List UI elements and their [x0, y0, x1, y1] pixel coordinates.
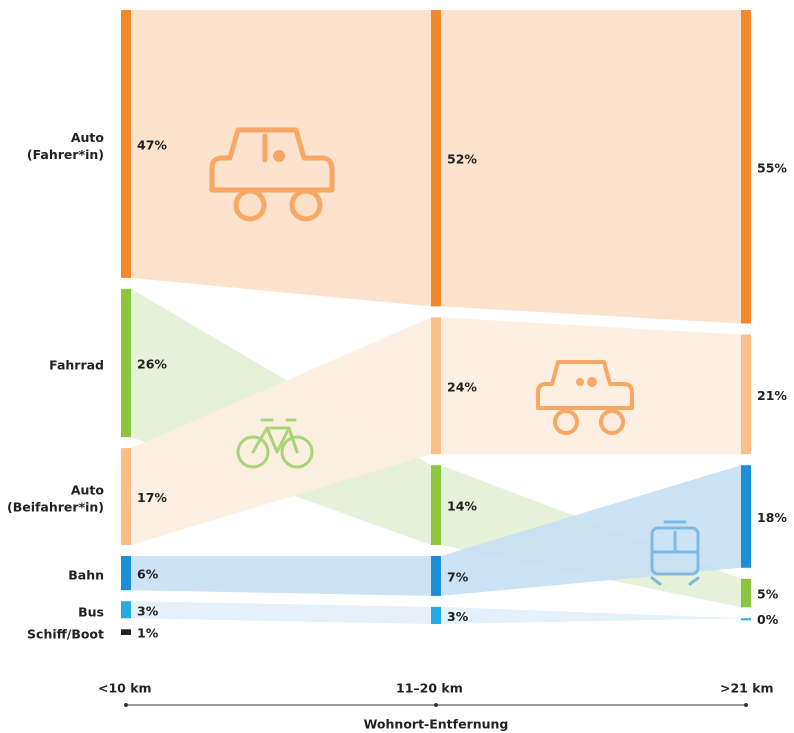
bar	[741, 578, 751, 608]
car-icon	[209, 127, 335, 222]
flow	[441, 10, 741, 324]
value-label: 0%	[757, 612, 779, 627]
legend-label: Auto	[71, 130, 105, 145]
legend-label: Bahn	[68, 568, 104, 583]
legend-label: Auto	[71, 483, 105, 498]
x-axis-title: Wohnort-Entfernung	[364, 717, 509, 732]
value-label: 26%	[137, 357, 167, 372]
value-label: 24%	[447, 379, 477, 394]
bar	[431, 556, 441, 596]
value-label: 7%	[447, 569, 469, 584]
bar	[431, 606, 441, 624]
value-label: 21%	[757, 388, 787, 403]
flows	[131, 10, 741, 624]
icons	[209, 127, 700, 586]
marks: 47% Auto (Fahrer*in) 52% 55% 26% Fahrrad 14% 5% 1…	[7, 10, 787, 642]
legend-label: (Beifahrer*in)	[7, 500, 104, 515]
bar	[431, 317, 441, 455]
value-label: 14%	[447, 499, 477, 514]
bar	[741, 334, 751, 455]
value-label: 5%	[757, 587, 779, 602]
value-label: 1%	[137, 626, 159, 641]
bar	[121, 601, 131, 619]
legend-label: Bus	[78, 604, 104, 619]
train-icon	[650, 520, 700, 586]
bar	[121, 629, 131, 635]
bar	[121, 288, 131, 438]
bar	[741, 465, 751, 568]
bar	[741, 10, 751, 324]
value-label: 55%	[757, 160, 787, 175]
bike-icon	[236, 418, 314, 469]
flow	[131, 601, 431, 624]
value-label: 3%	[447, 609, 469, 624]
legend-label: Fahrrad	[49, 358, 104, 373]
bar	[431, 10, 441, 307]
flow	[131, 317, 431, 545]
value-label: 6%	[137, 567, 159, 582]
x-tick-label: >21 km	[720, 681, 774, 696]
legend-label: Schiff/Boot	[27, 627, 104, 642]
flow	[441, 465, 741, 596]
axis-dot	[434, 703, 438, 707]
value-label: 18%	[757, 510, 787, 525]
value-label: 3%	[137, 603, 159, 618]
x-tick-label: 11–20 km	[396, 681, 463, 696]
bar	[121, 556, 131, 591]
value-label: 47%	[137, 137, 167, 152]
x-tick-label: <10 km	[98, 681, 152, 696]
legend-label: (Fahrer*in)	[27, 147, 104, 162]
flow	[441, 606, 741, 624]
value-label: 17%	[137, 490, 167, 505]
axis-dot	[124, 703, 128, 707]
car-icon-small	[536, 360, 634, 435]
bar	[741, 618, 751, 621]
flow	[131, 556, 431, 596]
value-label: 52%	[447, 152, 477, 167]
axis-dot	[744, 703, 748, 707]
bar	[121, 448, 131, 545]
bar	[121, 10, 131, 278]
bar	[431, 465, 441, 545]
